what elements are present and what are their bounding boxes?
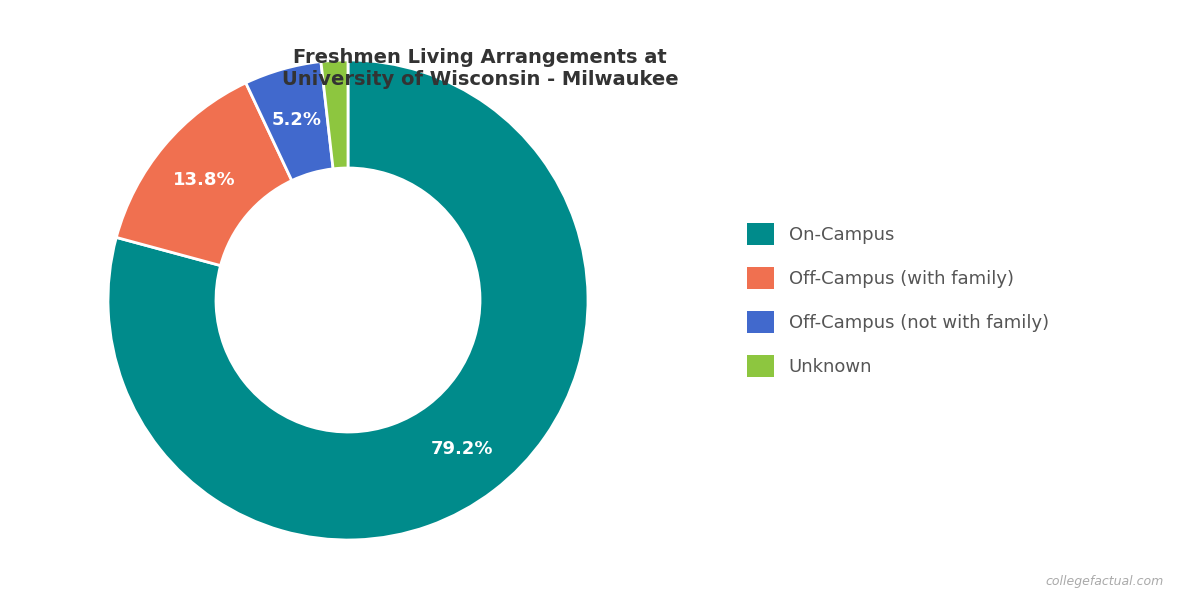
Wedge shape	[116, 83, 292, 266]
Text: 5.2%: 5.2%	[272, 111, 322, 129]
Text: 79.2%: 79.2%	[431, 440, 493, 458]
Text: collegefactual.com: collegefactual.com	[1045, 575, 1164, 588]
Text: Freshmen Living Arrangements at
University of Wisconsin - Milwaukee: Freshmen Living Arrangements at Universi…	[282, 48, 678, 89]
Text: 13.8%: 13.8%	[173, 171, 236, 189]
Wedge shape	[320, 60, 348, 169]
Legend: On-Campus, Off-Campus (with family), Off-Campus (not with family), Unknown: On-Campus, Off-Campus (with family), Off…	[730, 205, 1067, 395]
Wedge shape	[246, 62, 334, 181]
Wedge shape	[108, 60, 588, 540]
